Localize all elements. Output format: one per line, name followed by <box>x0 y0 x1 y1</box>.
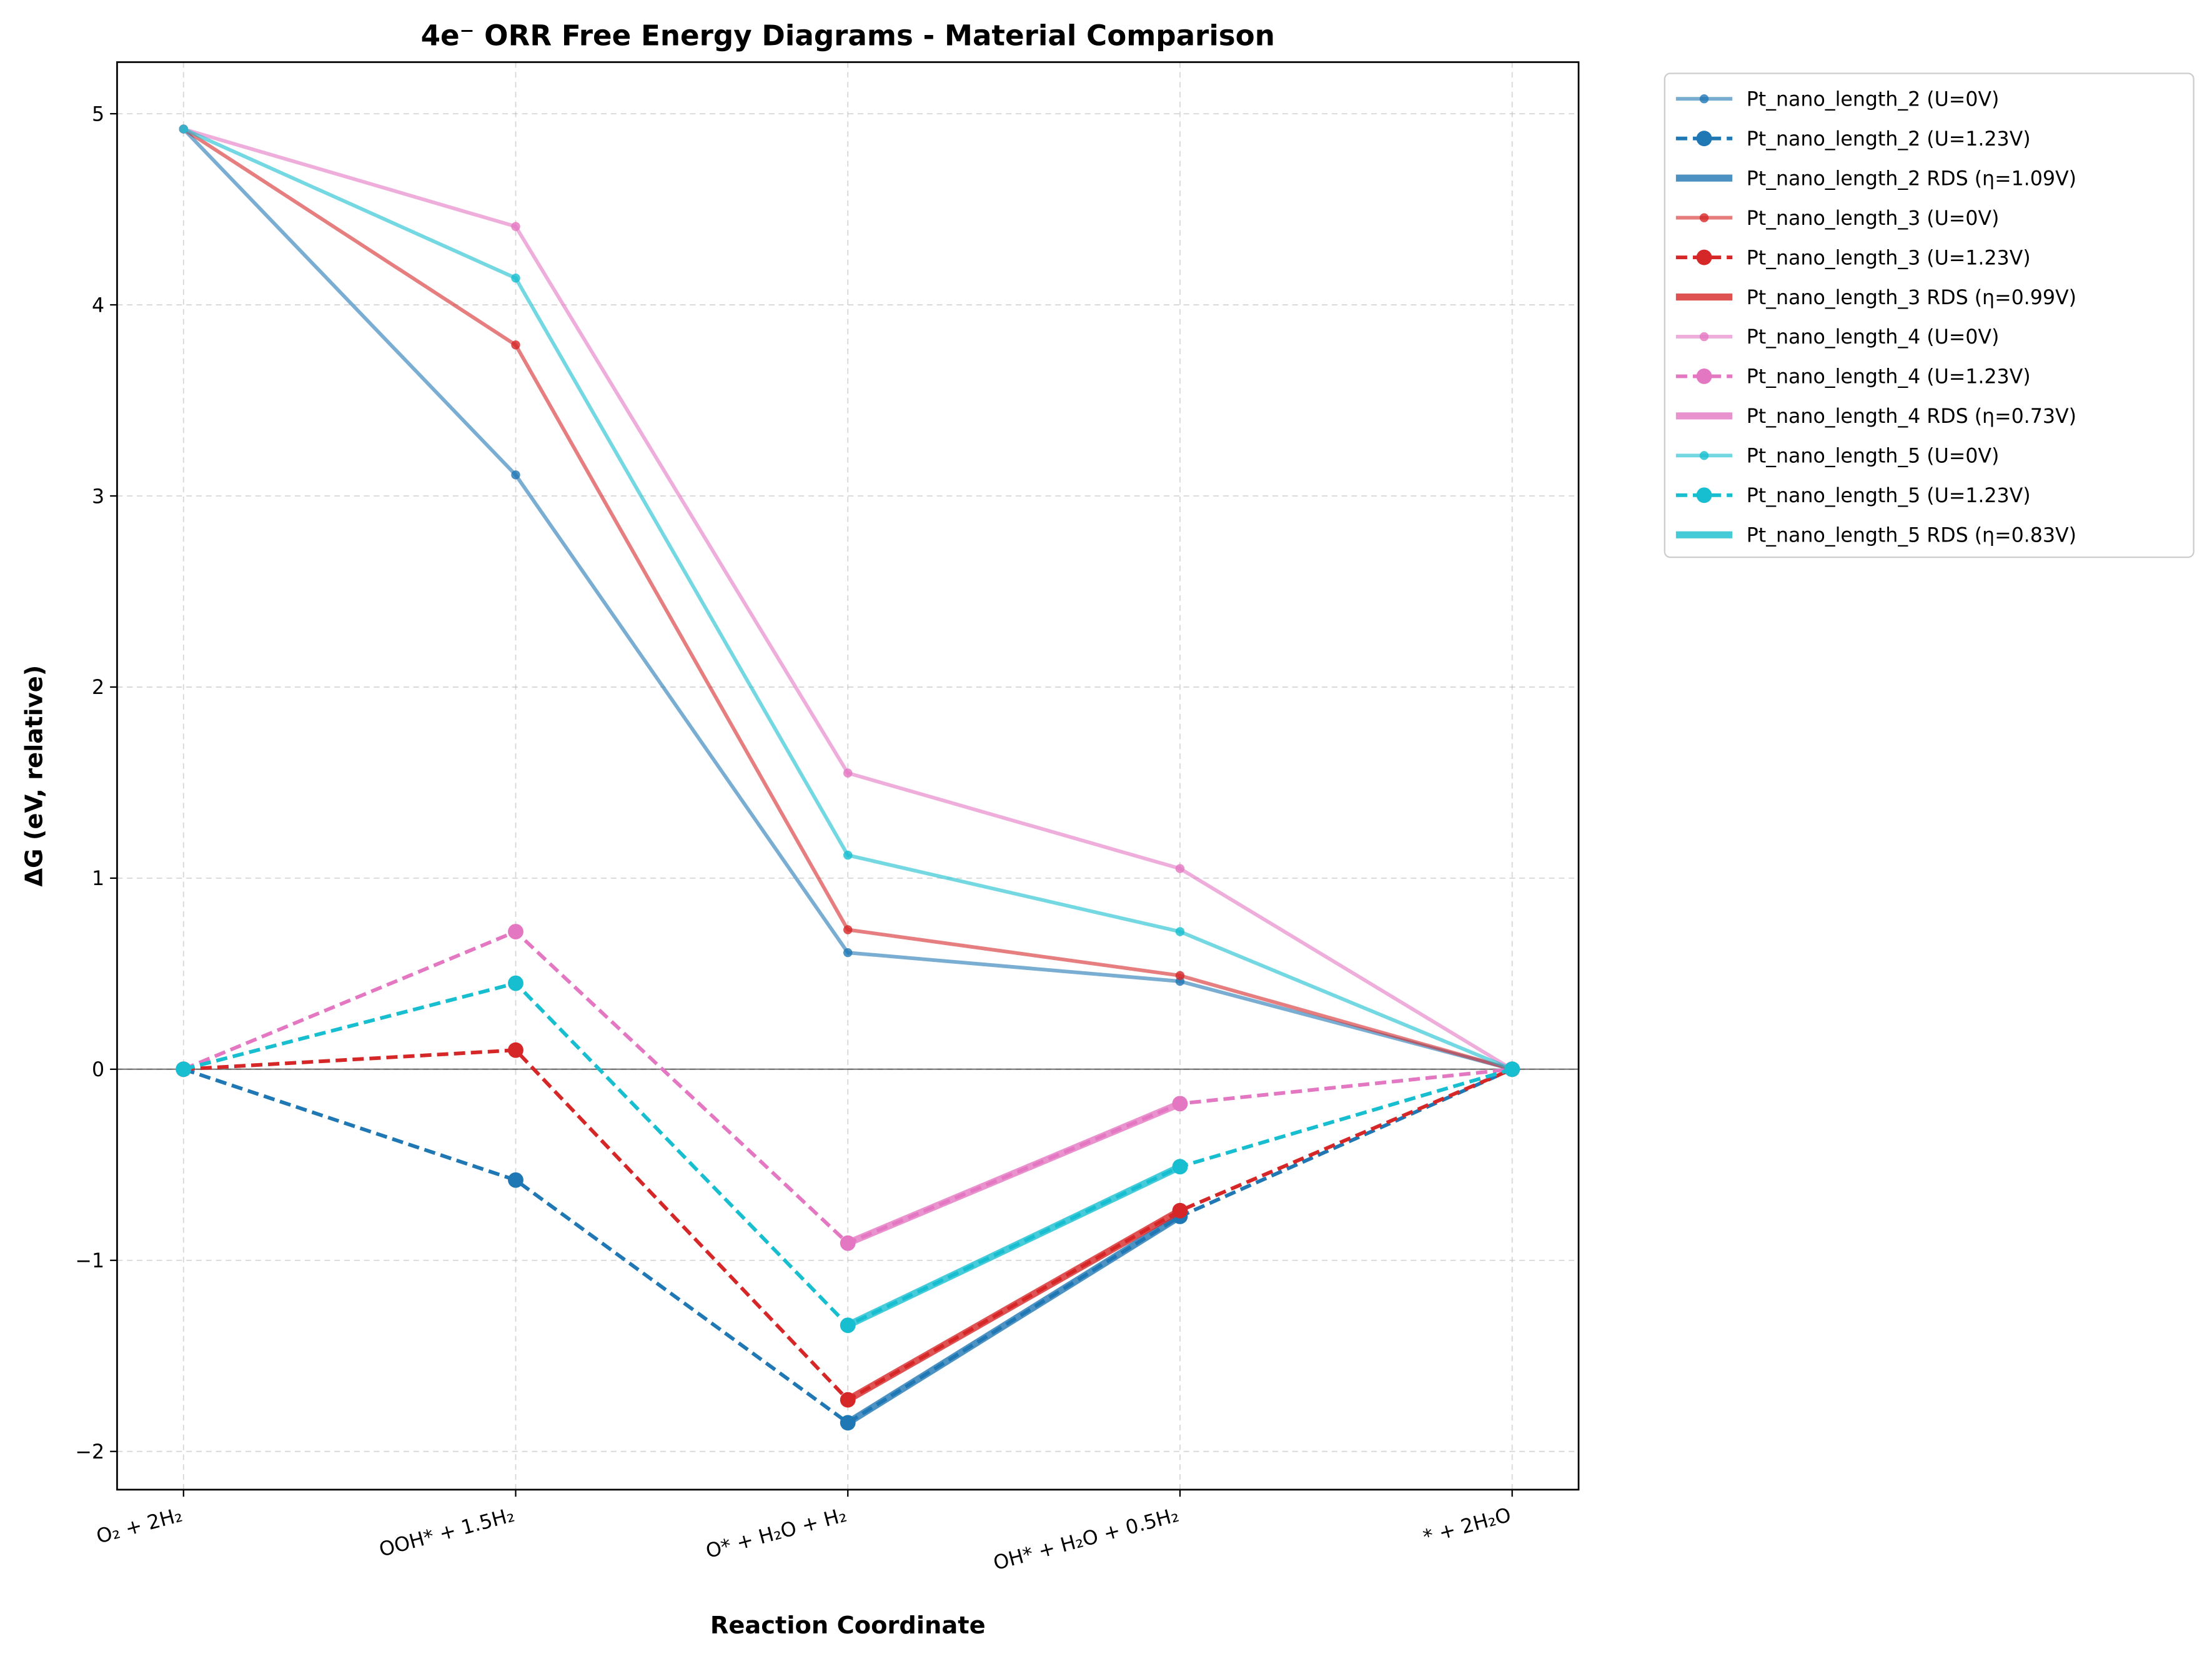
data-point <box>508 924 523 939</box>
series-line <box>846 1207 1182 1403</box>
x-tick-label: O* + H₂O + H₂ <box>703 1504 849 1563</box>
data-point <box>508 1042 523 1058</box>
legend-label: Pt_nano_length_3 (U=1.23V) <box>1747 247 2031 269</box>
series-line <box>182 929 1512 1245</box>
legend-label: Pt_nano_length_4 (U=0V) <box>1747 326 2000 349</box>
legend-label: Pt_nano_length_5 (U=1.23V) <box>1747 485 2031 507</box>
chart-title: 4e⁻ ORR Free Energy Diagrams - Material … <box>421 19 1275 52</box>
y-tick-label: 5 <box>92 103 104 126</box>
legend-label: Pt_nano_length_3 RDS (η=0.99V) <box>1747 287 2076 309</box>
data-point <box>843 948 853 958</box>
legend-marker <box>1699 94 1709 104</box>
y-tick-label: −1 <box>76 1250 105 1272</box>
series-line <box>182 1067 1513 1425</box>
data-point <box>1504 1061 1520 1077</box>
legend-label: Pt_nano_length_2 (U=0V) <box>1747 88 2000 111</box>
x-tick-label: OOH* + 1.5H₂ <box>377 1504 517 1562</box>
legend-marker <box>1699 451 1709 460</box>
x-tick-label: OH* + H₂O + 0.5H₂ <box>991 1504 1181 1575</box>
data-point <box>843 850 853 860</box>
y-tick-label: −2 <box>76 1441 105 1463</box>
series-line <box>846 1100 1182 1247</box>
legend-label: Pt_nano_length_5 (U=0V) <box>1747 445 2000 468</box>
y-axis-label: ΔG (eV, relative) <box>21 665 49 887</box>
series-line <box>846 1163 1182 1329</box>
data-point <box>508 975 523 991</box>
x-tick-label: O₂ + 2H₂ <box>94 1504 185 1548</box>
legend-label: Pt_nano_length_4 (U=1.23V) <box>1747 366 2031 389</box>
x-tick-label: * + 2H₂O <box>1421 1504 1514 1549</box>
data-point <box>511 222 520 231</box>
data-point <box>1175 927 1185 936</box>
data-point <box>511 273 520 283</box>
data-point <box>179 124 189 134</box>
legend-marker <box>1696 131 1712 147</box>
y-tick-label: 2 <box>92 676 104 699</box>
legend-marker <box>1696 249 1712 265</box>
data-point <box>508 1172 523 1188</box>
legend-box <box>1664 72 2195 558</box>
legend-label: Pt_nano_length_2 (U=1.23V) <box>1747 128 2031 151</box>
data-point <box>1175 971 1185 981</box>
data-point <box>511 470 520 480</box>
data-point <box>843 925 853 934</box>
y-tick-label: 4 <box>92 294 104 317</box>
y-tick-label: 0 <box>92 1059 104 1081</box>
legend-marker <box>1696 487 1712 503</box>
data-point <box>843 768 853 778</box>
legend: Pt_nano_length_2 (U=0V) Pt_nano_length_2 … <box>1664 72 2195 558</box>
legend-marker <box>1699 332 1709 342</box>
legend-label: Pt_nano_length_4 RDS (η=0.73V) <box>1747 405 2076 428</box>
data-point <box>176 1061 192 1077</box>
data-point <box>1175 864 1185 873</box>
legend-label: Pt_nano_length_3 (U=0V) <box>1747 207 2000 230</box>
y-tick-label: 3 <box>92 485 104 508</box>
legend-marker <box>1699 213 1709 222</box>
data-point <box>511 340 520 350</box>
legend-marker <box>1696 368 1712 384</box>
plot-frame <box>116 61 1580 1491</box>
x-axis-label: Reaction Coordinate <box>710 1612 986 1640</box>
legend-label: Pt_nano_length_2 RDS (η=1.09V) <box>1747 167 2076 190</box>
series-line <box>846 1213 1182 1426</box>
legend-label: Pt_nano_length_5 RDS (η=0.83V) <box>1747 525 2076 547</box>
y-tick-label: 1 <box>92 868 104 890</box>
